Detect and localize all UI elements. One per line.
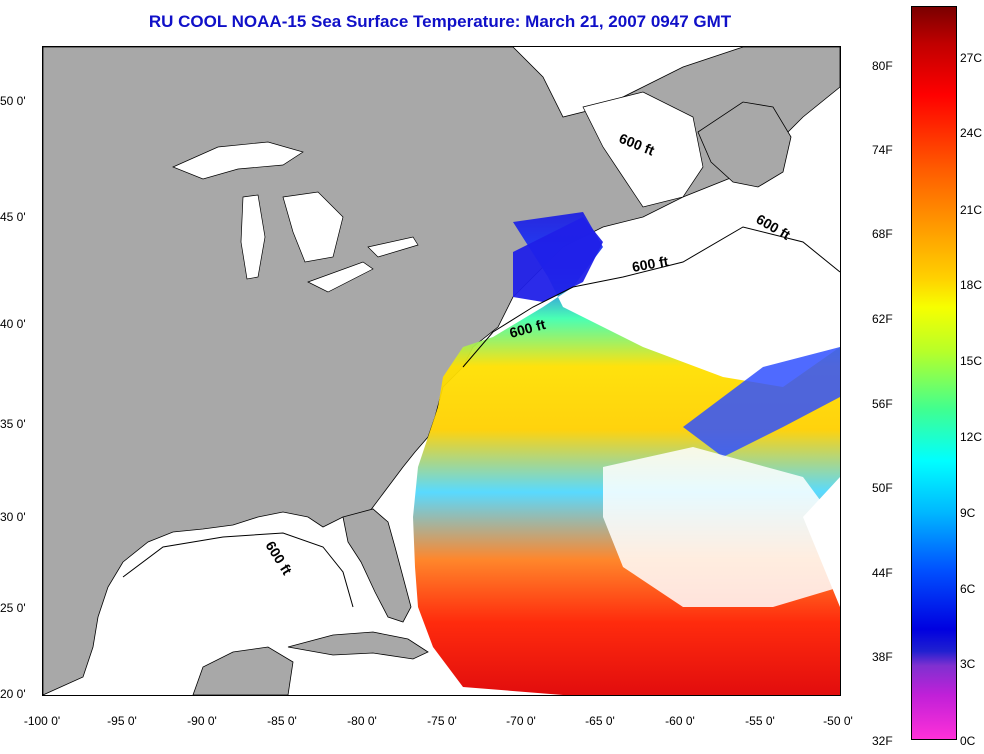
- colorbar-c-label: 9C: [960, 506, 976, 520]
- colorbar-f-label: 74F: [872, 143, 893, 157]
- colorbar-f-label: 80F: [872, 59, 893, 73]
- x-tick-label: -60 0': [665, 714, 695, 728]
- x-tick-label: -70 0': [506, 714, 536, 728]
- colorbar-f-label: 50F: [872, 481, 893, 495]
- colorbar-f-label: 32F: [872, 734, 893, 748]
- colorbar-c-label: 18C: [960, 278, 983, 292]
- x-tick-label: -90 0': [187, 714, 217, 728]
- lake-michigan: [240, 194, 266, 280]
- x-tick-label: -80 0': [347, 714, 377, 728]
- isobath-contour-gulf: [122, 532, 354, 608]
- y-tick-label: 35 0': [0, 417, 26, 431]
- x-tick-label: -85 0': [267, 714, 297, 728]
- temperature-colorbar: [911, 6, 957, 740]
- colorbar-c-label: 3C: [960, 657, 976, 671]
- colorbar-f-label: 38F: [872, 650, 893, 664]
- x-tick-label: -55 0': [745, 714, 775, 728]
- colorbar-c-label: 15C: [960, 354, 983, 368]
- florida-land: [342, 508, 412, 623]
- gulf-of-st-lawrence: [582, 91, 704, 208]
- colorbar-c-label: 21C: [960, 203, 983, 217]
- y-tick-label: 50 0': [0, 94, 26, 108]
- x-tick-label: -75 0': [427, 714, 457, 728]
- x-tick-label: -95 0': [107, 714, 137, 728]
- cuba-land: [287, 631, 429, 660]
- x-tick-label: -50 0': [823, 714, 853, 728]
- colorbar-c-label: 27C: [960, 51, 983, 65]
- colorbar-c-label: 12C: [960, 430, 983, 444]
- colorbar-c-label: 0C: [960, 734, 976, 748]
- x-tick-label: -100 0': [23, 714, 61, 728]
- colorbar-c-label: 24C: [960, 126, 983, 140]
- lake-huron: [282, 191, 344, 263]
- map-title: RU COOL NOAA-15 Sea Surface Temperature:…: [148, 12, 732, 31]
- y-tick-label: 20 0': [0, 687, 26, 701]
- sst-east-band: [683, 347, 840, 457]
- sst-map[interactable]: [42, 46, 841, 696]
- x-tick-label: -65 0': [585, 714, 615, 728]
- lake-superior: [172, 141, 304, 180]
- colorbar-f-label: 68F: [872, 227, 893, 241]
- sst-gulf-maine: [513, 217, 603, 302]
- colorbar-f-label: 62F: [872, 312, 893, 326]
- y-tick-label: 40 0': [0, 317, 26, 331]
- map-canvas: [43, 47, 840, 695]
- y-tick-label: 25 0': [0, 601, 26, 615]
- yucatan-land: [192, 646, 294, 695]
- colorbar-c-label: 6C: [960, 582, 976, 596]
- newfoundland-land: [697, 101, 792, 188]
- lake-erie: [307, 261, 374, 293]
- y-tick-label: 45 0': [0, 210, 26, 224]
- colorbar-f-label: 56F: [872, 397, 893, 411]
- colorbar-f-label: 44F: [872, 566, 893, 580]
- isobath-contour: [462, 226, 840, 368]
- y-tick-label: 30 0': [0, 510, 26, 524]
- sst-cloud: [603, 447, 840, 607]
- lake-ontario: [367, 236, 419, 258]
